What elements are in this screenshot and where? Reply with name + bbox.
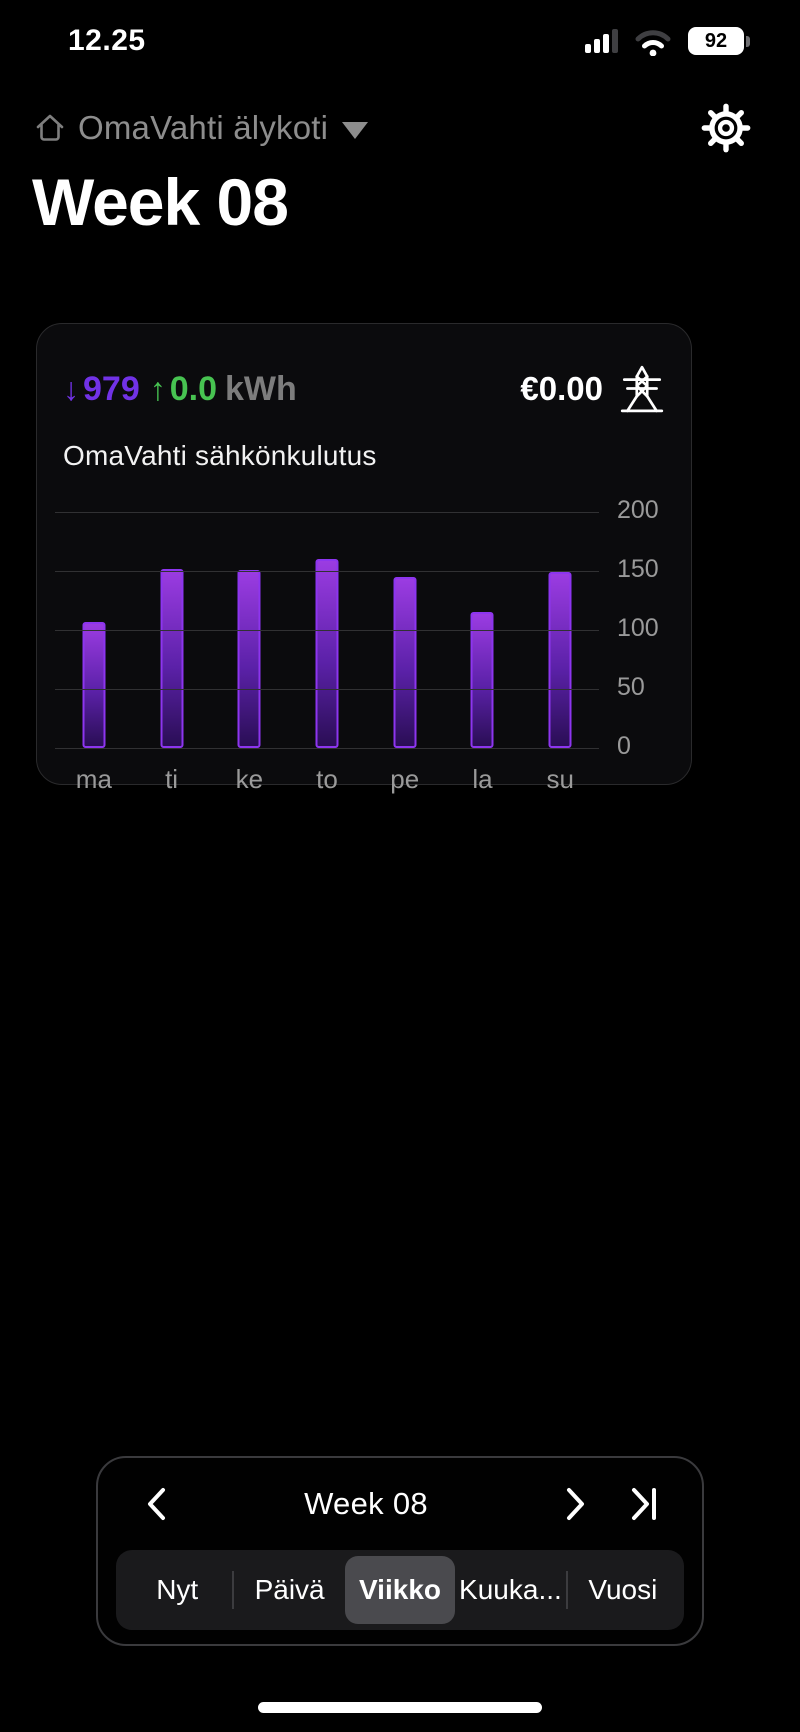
gridline — [55, 512, 599, 513]
x-tick-label: su — [546, 764, 574, 794]
chart-plot — [55, 512, 599, 749]
tab-vuosi[interactable]: Vuosi — [588, 1574, 658, 1605]
card-subtitle: OmaVahti sähkönkulutus — [63, 440, 377, 471]
previous-period-button[interactable] — [140, 1486, 174, 1522]
y-tick-label: 100 — [617, 614, 659, 643]
caret-down-icon[interactable] — [342, 121, 369, 139]
bar-column — [55, 512, 133, 748]
page-title: Week 08 — [32, 165, 289, 239]
y-tick-label: 0 — [617, 732, 631, 761]
bar-ke[interactable] — [237, 569, 261, 748]
latest-period-button[interactable] — [626, 1486, 660, 1522]
wifi-icon — [633, 26, 673, 56]
gridline — [55, 571, 599, 572]
x-tick-label: to — [316, 764, 338, 794]
cellular-signal-icon — [585, 29, 618, 53]
transmission-tower-icon[interactable] — [619, 364, 665, 414]
tab-päivä[interactable]: Päivä — [254, 1574, 325, 1605]
period-tabs: Nyt Päivä Viikko Kuuka... Vuosi — [116, 1550, 684, 1630]
status-icons: 92 — [585, 26, 750, 56]
bar-pe[interactable] — [393, 576, 417, 748]
consumption-card: ↓ 979 ↑ 0.0 kWh €0.00 OmaVahti — [36, 323, 692, 794]
y-tick-label: 50 — [617, 673, 645, 702]
battery-percent: 92 — [688, 27, 744, 55]
production-total: 0.0 — [169, 370, 217, 408]
period-navigator: Week 08 Nyt Päivä Viikko Kuuka... Vuosi — [96, 1456, 704, 1646]
consumption-total: 979 — [83, 370, 140, 408]
bar-column — [133, 512, 211, 748]
chart-xaxis: ma ti ke to pe la su — [55, 764, 599, 795]
gear-icon — [701, 103, 751, 153]
period-nav-row: Week 08 — [98, 1458, 702, 1550]
nav-right-group — [558, 1486, 660, 1522]
chevron-right-icon — [567, 1488, 584, 1520]
bar-chart: 200 150 100 50 0 ma ti ke to pe la su — [55, 496, 665, 812]
gridline — [55, 630, 599, 631]
chart-bars — [55, 512, 599, 748]
segment-divider — [565, 1571, 568, 1609]
x-tick-label: la — [472, 764, 493, 794]
chart-yaxis: 200 150 100 50 0 — [609, 496, 665, 760]
home-indicator[interactable] — [258, 1702, 542, 1713]
bar-la[interactable] — [470, 612, 494, 748]
x-tick-label: ke — [235, 764, 264, 794]
next-period-button[interactable] — [558, 1486, 592, 1522]
arrow-up-icon: ↑ — [149, 371, 166, 407]
cost-value: €0.00 — [520, 370, 603, 407]
bar-column — [288, 512, 366, 748]
x-tick-label: ti — [165, 764, 179, 794]
period-label: Week 08 — [304, 1486, 428, 1521]
tab-nyt[interactable]: Nyt — [156, 1574, 199, 1605]
card-stats-row: ↓ 979 ↑ 0.0 kWh €0.00 — [63, 364, 665, 414]
chevron-last-icon — [632, 1488, 656, 1520]
bar-column — [521, 512, 599, 748]
bar-ma[interactable] — [82, 621, 106, 748]
bar-column — [444, 512, 522, 748]
y-tick-label: 150 — [617, 555, 659, 584]
arrow-down-icon: ↓ — [63, 371, 79, 407]
x-tick-label: pe — [390, 764, 420, 794]
battery-tip — [746, 35, 750, 47]
tab-viikko[interactable]: Viikko — [344, 1556, 456, 1624]
gridline — [55, 689, 599, 690]
x-tick-label: ma — [75, 764, 112, 794]
bar-to[interactable] — [315, 559, 339, 748]
status-bar: 12.25 92 — [0, 22, 800, 66]
battery-icon: 92 — [688, 27, 750, 55]
segment-divider — [232, 1571, 235, 1609]
price-group: €0.00 — [520, 364, 665, 414]
bar-column — [366, 512, 444, 748]
home-selector-label[interactable]: OmaVahti älykoti — [78, 109, 329, 146]
home-icon — [34, 112, 66, 144]
chevron-left-icon — [148, 1488, 165, 1520]
gridline — [55, 748, 599, 749]
bar-su[interactable] — [548, 572, 572, 748]
bar-column — [210, 512, 288, 748]
unit-label: kWh — [225, 370, 297, 408]
status-time: 12.25 — [68, 24, 146, 57]
y-tick-label: 200 — [617, 496, 659, 525]
settings-button[interactable] — [700, 102, 752, 154]
header: OmaVahti älykoti — [34, 100, 752, 156]
tab-kuuka[interactable]: Kuuka... — [459, 1574, 562, 1605]
bar-ti[interactable] — [160, 568, 184, 748]
